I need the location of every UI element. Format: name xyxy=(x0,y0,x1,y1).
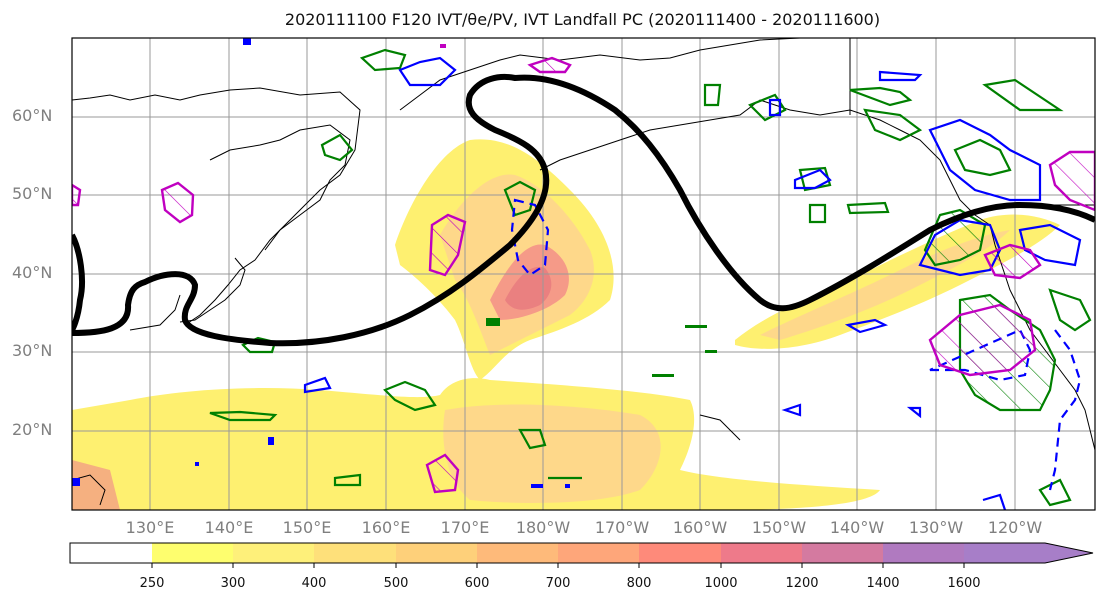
lon-label-130e: 130°E xyxy=(125,518,175,537)
misc-marks xyxy=(72,38,717,488)
lon-label-130w: 130°W xyxy=(908,518,964,537)
lon-label-150w: 150°W xyxy=(751,518,807,537)
cb-seg-7 xyxy=(639,543,721,563)
jet-contour xyxy=(72,74,1095,347)
cb-tick-800: 800 xyxy=(626,576,652,591)
lat-label-40: 40°N xyxy=(12,263,53,282)
cb-tick-1400: 1400 xyxy=(866,576,900,591)
lat-label-20: 20°N xyxy=(12,420,53,439)
cb-seg-9 xyxy=(802,543,883,563)
cb-tick-1000: 1000 xyxy=(704,576,738,591)
cb-seg-6 xyxy=(558,543,639,563)
lon-label-180w: 180°W xyxy=(515,518,571,537)
cb-tick-600: 600 xyxy=(464,576,490,591)
cb-tick-500: 500 xyxy=(383,576,409,591)
ivt-south-core xyxy=(443,404,661,503)
ivt-shading xyxy=(72,139,1060,510)
map-title: 2020111100 F120 IVT/θe/PV, IVT Landfall … xyxy=(284,10,881,29)
cb-seg-4 xyxy=(396,543,477,563)
cb-seg-8 xyxy=(721,543,802,563)
cb-tick-700: 700 xyxy=(545,576,571,591)
cb-seg-10 xyxy=(883,543,964,563)
lon-label-160e: 160°E xyxy=(361,518,411,537)
cb-tick-250: 250 xyxy=(139,576,165,591)
cb-seg-5 xyxy=(477,543,558,563)
lon-label-140w: 140°W xyxy=(829,518,885,537)
lon-label-160w: 160°W xyxy=(672,518,728,537)
lat-label-50: 50°N xyxy=(12,184,53,203)
lon-label-120w: 120°W xyxy=(987,518,1043,537)
cb-tick-300: 300 xyxy=(220,576,246,591)
map-area xyxy=(72,38,1095,510)
cb-seg-1 xyxy=(152,543,233,563)
lat-label-60: 60°N xyxy=(12,106,53,125)
colorbar xyxy=(69,542,1094,568)
cb-tick-1600: 1600 xyxy=(947,576,981,591)
cb-seg-2 xyxy=(233,543,314,563)
lon-label-150e: 150°E xyxy=(282,518,332,537)
ivt-plume-core-2 xyxy=(505,266,552,310)
lon-label-170e: 170°E xyxy=(440,518,490,537)
pv-hatched-contours xyxy=(72,56,1095,494)
map-frame xyxy=(71,37,1096,511)
cb-tick-1200: 1200 xyxy=(785,576,819,591)
cb-tick-400: 400 xyxy=(301,576,327,591)
ivt-sw-corner xyxy=(72,460,120,510)
lon-label-140e: 140°E xyxy=(204,518,254,537)
cb-seg-0 xyxy=(70,543,152,563)
lon-label-170w: 170°W xyxy=(594,518,650,537)
cb-outline xyxy=(69,542,1094,564)
lat-label-30: 30°N xyxy=(12,341,53,360)
cb-extend-arrow xyxy=(964,543,1093,563)
cb-seg-3 xyxy=(314,543,396,563)
